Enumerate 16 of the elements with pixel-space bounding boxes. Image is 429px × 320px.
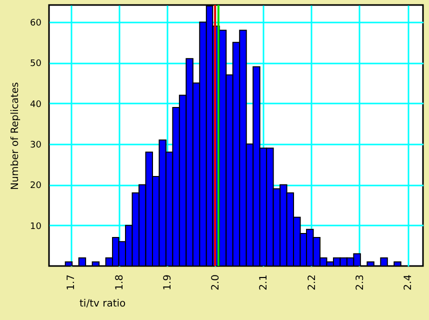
x-tick-label: 1.7 xyxy=(66,274,78,290)
x-tick-label: 2.2 xyxy=(306,274,318,290)
x-tick-label: 1.8 xyxy=(114,274,126,290)
y-tick-label: 40 xyxy=(30,100,42,110)
x-tick-label: 1.9 xyxy=(162,274,174,290)
y-tick-label: 10 xyxy=(30,222,42,232)
x-tick-label: 2.4 xyxy=(403,274,414,290)
y-axis-title: Number of Replicates xyxy=(10,82,22,190)
y-tick-label: 50 xyxy=(30,59,42,70)
x-tick-label: 2.3 xyxy=(354,274,366,290)
y-tick-label: 30 xyxy=(30,140,42,151)
x-tick-label: 2.0 xyxy=(210,274,222,290)
x-tick-label: 2.1 xyxy=(258,274,270,290)
x-axis-title: ti/tv ratio xyxy=(80,298,126,310)
y-tick-label: 20 xyxy=(30,181,42,192)
y-tick-label: 60 xyxy=(30,18,42,29)
